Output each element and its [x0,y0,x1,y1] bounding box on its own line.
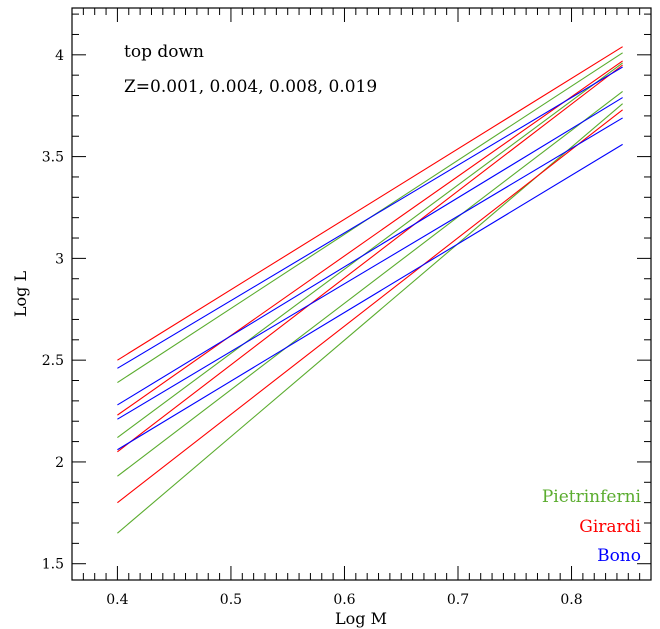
series-line-girardi-7 [117,109,623,504]
x-axis-label: Log M [335,609,387,628]
y-tick-label: 2.5 [42,353,64,369]
series-line-bono-11 [117,143,623,451]
series-line-pietrinferni-1 [117,62,623,438]
legend-pietrinferni: Pietrinferni [542,487,642,507]
axis-ticks: 0.4 0.5 0.6 0.7 0.8 1.5 2 2.5 3 3.5 4 [42,8,652,608]
y-axis-label: Log L [11,271,30,318]
series-line-girardi-6 [117,64,623,453]
y-tick-label: 4 [55,48,64,64]
series-line-pietrinferni-2 [117,91,623,477]
x-tick-label: 0.7 [447,592,469,608]
legend-girardi: Girardi [579,517,641,537]
annotation-top-down: top down [124,42,204,62]
x-tick-label: 0.4 [106,592,128,608]
y-tick-label: 2 [55,455,64,471]
annotation-metallicities: Z=0.001, 0.004, 0.008, 0.019 [124,77,377,97]
series-line-girardi-4 [117,46,623,361]
series-line-bono-9 [117,97,623,406]
y-tick-label: 1.5 [42,557,64,573]
series-line-bono-10 [117,117,623,420]
series-layer [117,46,623,534]
x-tick-label: 0.6 [333,592,355,608]
y-tick-label: 3 [55,251,64,267]
legend-bono: Bono [597,546,641,566]
x-tick-label: 0.8 [560,592,582,608]
x-tick-label: 0.5 [220,592,242,608]
series-line-bono-8 [117,66,623,369]
series-line-girardi-5 [117,60,623,416]
y-tick-label: 3.5 [42,150,64,166]
plot-frame [71,7,652,581]
